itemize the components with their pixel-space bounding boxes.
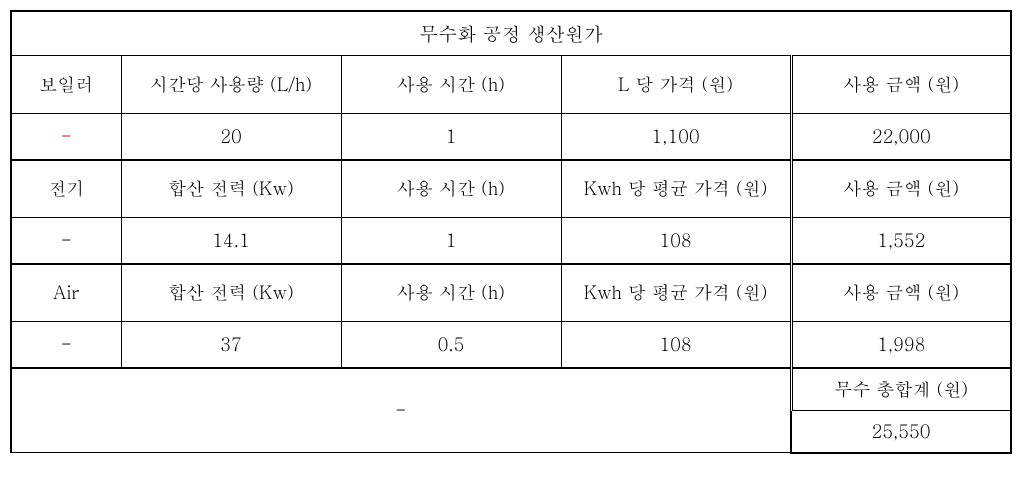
col-header: L 당 가격 (원) bbox=[561, 56, 791, 114]
row-label: - bbox=[11, 218, 121, 264]
col-header: 합산 전력 (Kw) bbox=[121, 264, 341, 322]
col-header: 사용 금액 (원) bbox=[791, 160, 1011, 218]
cell-value: 20 bbox=[121, 114, 341, 160]
cell-value: 0.5 bbox=[341, 322, 561, 368]
col-header: Kwh 당 평균 가격 (원) bbox=[561, 264, 791, 322]
section-label: 보일러 bbox=[11, 56, 121, 114]
cell-value: 1 bbox=[341, 218, 561, 264]
sum-value: 25,550 bbox=[791, 410, 1011, 453]
col-header: Kwh 당 평균 가격 (원) bbox=[561, 160, 791, 218]
section-label: 전기 bbox=[11, 160, 121, 218]
row-label: - bbox=[11, 322, 121, 368]
col-header: 사용 금액 (원) bbox=[791, 56, 1011, 114]
col-header: 합산 전력 (Kw) bbox=[121, 160, 341, 218]
table-title: 무수화 공정 생산원가 bbox=[11, 11, 1011, 56]
footer-merge: - bbox=[11, 368, 791, 453]
cell-value: 1,552 bbox=[791, 218, 1011, 264]
col-header: 시간당 사용량 (L/h) bbox=[121, 56, 341, 114]
cell-value: 108 bbox=[561, 322, 791, 368]
cell-value: 108 bbox=[561, 218, 791, 264]
cell-value: 14.1 bbox=[121, 218, 341, 264]
col-header: 사용 금액 (원) bbox=[791, 264, 1011, 322]
cost-table: 무수화 공정 생산원가 보일러 시간당 사용량 (L/h) 사용 시간 (h) … bbox=[10, 10, 1012, 454]
cell-value: 37 bbox=[121, 322, 341, 368]
col-header: 사용 시간 (h) bbox=[341, 56, 561, 114]
cell-value: 22,000 bbox=[791, 114, 1011, 160]
cell-value: 1,100 bbox=[561, 114, 791, 160]
sum-label: 무수 총합계 (원) bbox=[791, 368, 1011, 411]
col-header: 사용 시간 (h) bbox=[341, 264, 561, 322]
cell-value: 1 bbox=[341, 114, 561, 160]
col-header: 사용 시간 (h) bbox=[341, 160, 561, 218]
section-label: Air bbox=[11, 264, 121, 322]
row-label: - bbox=[11, 114, 121, 160]
cell-value: 1,998 bbox=[791, 322, 1011, 368]
